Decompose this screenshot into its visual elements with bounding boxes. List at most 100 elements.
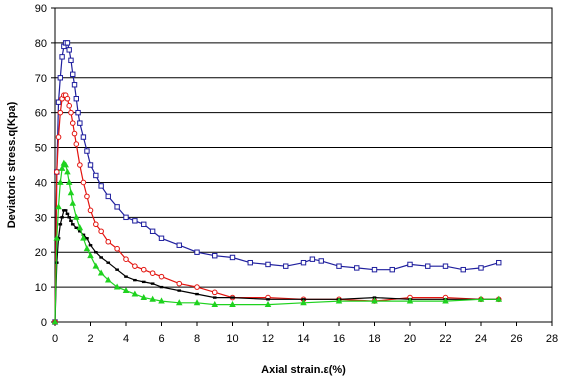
data-point: [176, 280, 183, 287]
data-point: [371, 297, 378, 304]
data-point: [55, 203, 62, 210]
data-point: [97, 269, 105, 276]
data-point: [74, 226, 79, 229]
x-tick-label: 16: [333, 333, 345, 345]
data-point: [442, 297, 449, 304]
data-point: [68, 109, 74, 116]
data-point: [55, 134, 62, 140]
y-tick-label: 10: [35, 282, 47, 294]
data-point: [51, 318, 59, 325]
x-tick-label: 10: [226, 333, 238, 345]
y-tick-label: 70: [35, 73, 47, 85]
plot-area: [54, 7, 553, 323]
data-point: [57, 178, 64, 185]
x-tick-label: 28: [546, 333, 558, 345]
data-point: [80, 134, 87, 140]
data-point: [141, 221, 147, 228]
data-point: [149, 270, 156, 276]
data-point: [73, 141, 80, 147]
x-axis-title: Axial strain.ε(%): [261, 364, 346, 376]
data-point: [264, 300, 272, 307]
data-point: [106, 261, 111, 264]
data-point: [265, 261, 271, 268]
x-tick-label: 8: [194, 333, 200, 345]
y-tick-label: 90: [35, 3, 47, 15]
data-point: [80, 179, 87, 186]
data-point: [371, 266, 378, 273]
data-point: [59, 54, 65, 60]
data-point: [132, 218, 138, 224]
data-point: [113, 283, 121, 290]
data-point: [300, 259, 307, 266]
data-point: [442, 263, 449, 269]
data-point: [389, 266, 395, 273]
data-point: [229, 254, 236, 261]
data-point: [73, 213, 80, 220]
data-point: [105, 193, 111, 200]
data-point: [478, 265, 484, 271]
data-point: [115, 268, 119, 271]
data-point: [335, 297, 343, 304]
x-tick-label: 6: [158, 333, 164, 345]
series-0: [52, 40, 502, 325]
data-point: [65, 178, 73, 185]
data-point: [354, 265, 360, 271]
data-point: [300, 299, 307, 306]
data-point: [105, 238, 112, 245]
data-point: [149, 295, 156, 302]
data-point: [69, 199, 77, 206]
data-point: [195, 292, 199, 296]
data-point: [132, 263, 138, 269]
x-tick-label: 18: [368, 333, 380, 345]
data-point: [84, 148, 90, 154]
data-point: [309, 256, 316, 262]
data-point: [158, 273, 165, 280]
data-point: [495, 295, 503, 302]
data-point: [58, 223, 63, 226]
data-point: [123, 214, 129, 221]
data-point: [66, 47, 72, 53]
data-point: [229, 300, 236, 307]
data-point: [114, 204, 120, 210]
data-point: [211, 289, 218, 296]
data-point: [71, 82, 78, 88]
axes: [51, 7, 553, 326]
data-point: [123, 256, 129, 263]
data-point: [266, 298, 270, 301]
data-point: [114, 245, 120, 252]
x-tick-label: 0: [52, 333, 58, 345]
x-tick-label: 12: [262, 333, 274, 345]
series-1: [52, 92, 502, 325]
x-tick-label: 20: [404, 333, 416, 345]
x-tick-labels: 0 2 4 6 8 10 12 14 16 18 20 22 24 26 28: [52, 333, 558, 345]
data-point: [247, 259, 253, 266]
data-point: [124, 275, 128, 278]
data-point: [87, 252, 94, 259]
data-point: [63, 209, 68, 212]
data-point: [60, 216, 64, 219]
data-point: [78, 230, 82, 233]
data-point: [77, 162, 83, 168]
y-tick-label: 20: [35, 247, 47, 259]
data-point: [66, 102, 72, 109]
data-point: [67, 216, 71, 219]
data-point: [55, 99, 62, 105]
data-point: [93, 221, 99, 228]
data-point: [425, 263, 431, 269]
data-point: [57, 75, 64, 81]
data-point: [70, 223, 75, 226]
data-point: [77, 120, 83, 126]
x-tick-label: 26: [510, 333, 522, 345]
data-point: [193, 299, 201, 306]
y-tick-label: 40: [35, 177, 47, 189]
data-point: [104, 276, 112, 283]
series-3: [51, 159, 503, 325]
data-point: [99, 256, 103, 259]
data-point: [176, 242, 182, 248]
data-point: [94, 251, 98, 254]
data-point: [67, 189, 75, 196]
data-point: [477, 295, 485, 302]
data-point: [194, 284, 200, 290]
data-point: [175, 299, 183, 306]
